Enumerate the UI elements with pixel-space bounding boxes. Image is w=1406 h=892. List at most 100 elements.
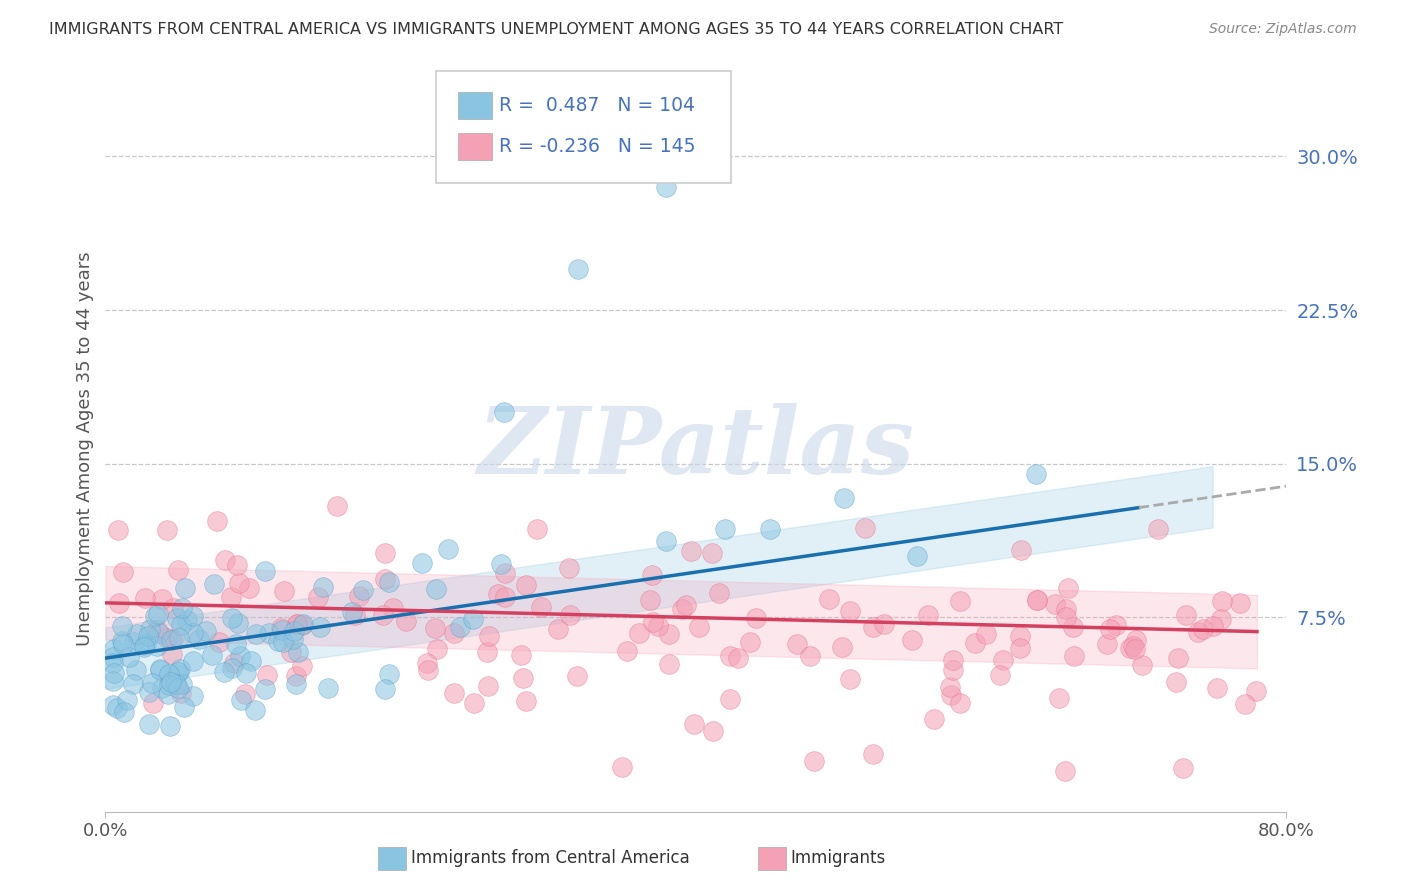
Point <box>167 681 190 695</box>
Point <box>111 637 134 651</box>
Point <box>418 663 440 677</box>
Point <box>127 626 149 640</box>
Point <box>138 685 160 699</box>
Point <box>188 632 211 646</box>
Point <box>1229 595 1251 609</box>
Point <box>1167 651 1189 665</box>
Point <box>139 622 162 636</box>
Point <box>786 637 808 651</box>
Point <box>1054 602 1077 616</box>
Point <box>679 544 702 558</box>
Point <box>382 600 405 615</box>
Text: R = -0.236   N = 145: R = -0.236 N = 145 <box>499 136 696 156</box>
Point <box>683 717 706 731</box>
Point <box>658 627 681 641</box>
Point <box>159 719 181 733</box>
Point <box>628 625 651 640</box>
Point <box>671 602 693 616</box>
Point <box>423 621 446 635</box>
Point <box>838 604 860 618</box>
Point <box>991 652 1014 666</box>
Point <box>718 649 741 664</box>
Point <box>873 616 896 631</box>
Point <box>1026 593 1049 607</box>
Point <box>194 624 217 638</box>
Point <box>312 580 335 594</box>
Point <box>1125 633 1147 648</box>
Point <box>225 636 247 650</box>
Point <box>267 633 290 648</box>
Point <box>718 692 741 706</box>
Point <box>146 607 169 622</box>
Point <box>162 647 184 661</box>
Point <box>853 520 876 534</box>
Point <box>181 625 204 640</box>
Point <box>166 611 188 625</box>
Point <box>416 657 439 671</box>
Point <box>567 262 589 277</box>
Point <box>107 523 129 537</box>
Point <box>170 617 193 632</box>
Point <box>173 700 195 714</box>
Point <box>162 632 184 646</box>
Point <box>799 648 821 663</box>
Point <box>1026 593 1049 607</box>
Point <box>101 650 124 665</box>
Point <box>1095 637 1118 651</box>
Point <box>374 546 396 560</box>
Point <box>477 645 499 659</box>
Point <box>352 582 374 597</box>
Point <box>1010 542 1032 557</box>
Point <box>512 671 534 685</box>
Point <box>922 712 945 726</box>
Point <box>105 701 128 715</box>
Point <box>283 624 305 639</box>
Point <box>224 656 246 670</box>
Point <box>134 591 156 606</box>
Point <box>515 578 537 592</box>
Point <box>149 662 172 676</box>
Text: Immigrants: Immigrants <box>790 849 886 867</box>
Point <box>449 620 471 634</box>
Point <box>949 594 972 608</box>
Point <box>291 617 314 632</box>
Point <box>290 659 312 673</box>
Point <box>101 673 124 688</box>
Point <box>136 629 159 643</box>
Point <box>1099 622 1122 636</box>
Point <box>395 614 418 628</box>
Text: Source: ZipAtlas.com: Source: ZipAtlas.com <box>1209 22 1357 37</box>
Point <box>1043 597 1066 611</box>
Text: ZIPatlas: ZIPatlas <box>478 403 914 493</box>
Point <box>115 693 138 707</box>
Point <box>135 637 157 651</box>
Point <box>1062 620 1084 634</box>
Point <box>443 686 465 700</box>
Point <box>284 669 307 683</box>
Point <box>378 667 401 681</box>
Point <box>172 677 194 691</box>
Point <box>1164 675 1187 690</box>
Point <box>208 634 231 648</box>
Point <box>254 682 277 697</box>
Point <box>1211 593 1233 607</box>
Point <box>803 754 825 768</box>
Point <box>229 693 252 707</box>
Point <box>818 591 841 606</box>
Point <box>167 665 190 680</box>
Point <box>146 639 169 653</box>
Point <box>939 688 962 702</box>
Point <box>166 667 188 681</box>
Point <box>1234 698 1257 712</box>
Point <box>181 654 204 668</box>
Point <box>307 590 329 604</box>
Point <box>974 626 997 640</box>
Point <box>938 680 960 694</box>
Point <box>862 619 884 633</box>
Point <box>165 676 187 690</box>
Point <box>225 558 247 572</box>
Point <box>526 522 548 536</box>
Point <box>1056 581 1078 595</box>
Point <box>160 633 183 648</box>
Point <box>640 568 662 582</box>
